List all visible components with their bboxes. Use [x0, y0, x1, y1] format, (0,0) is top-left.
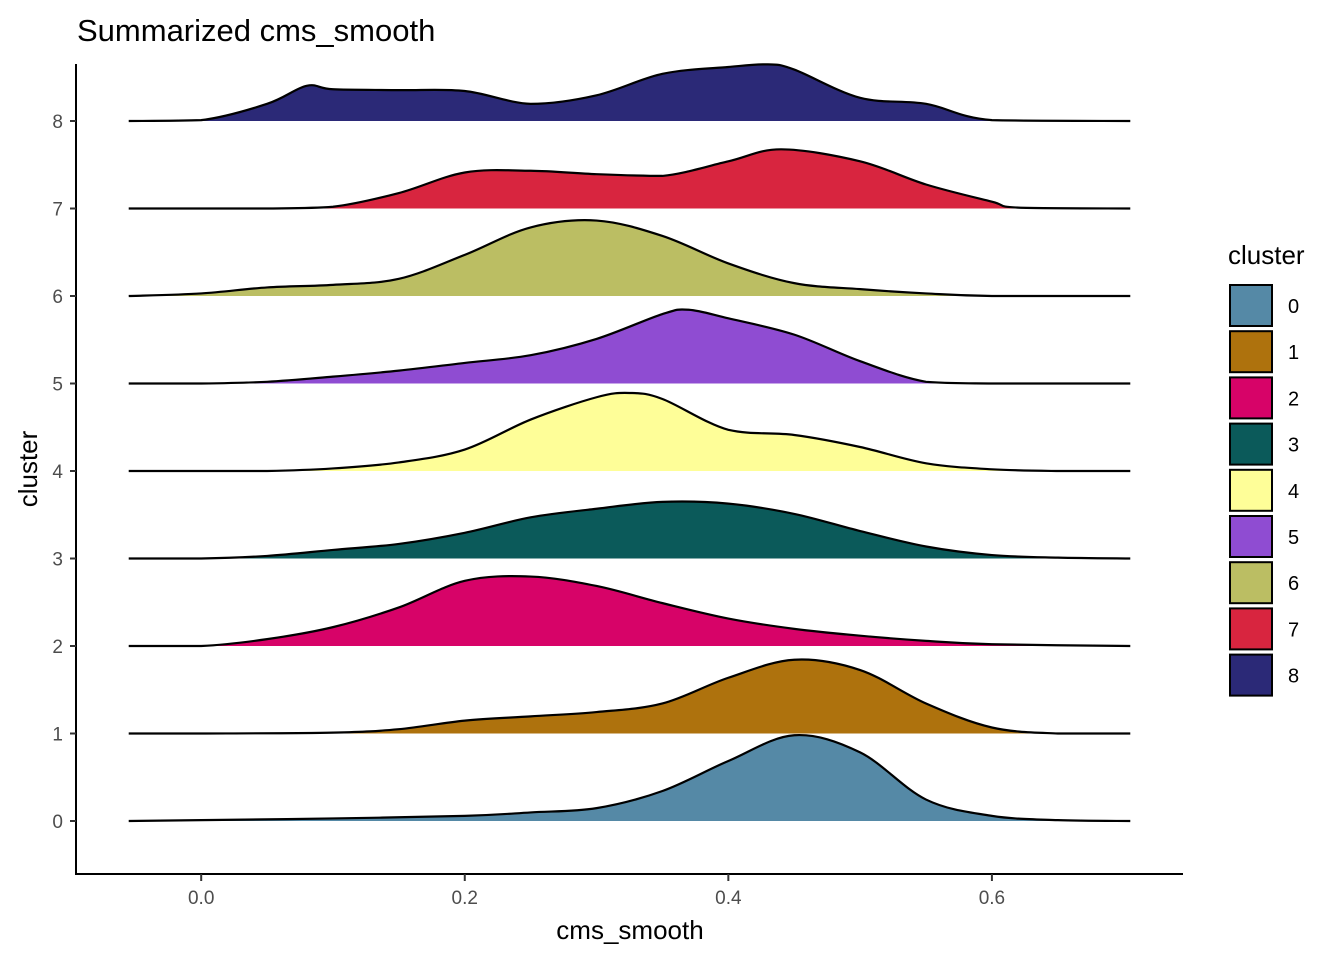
ridge-fill-8	[128, 64, 1131, 121]
ridge-cluster-3	[128, 500, 1131, 560]
y-tick-label-3: 3	[52, 550, 63, 571]
chart-title: Summarized cms_smooth	[77, 13, 435, 48]
ridge-cluster-7	[128, 148, 1131, 210]
legend-label-3: 3	[1288, 435, 1299, 457]
ridge-fill-7	[128, 149, 1131, 209]
y-tick-label-4: 4	[52, 462, 63, 483]
legend-item-1: 1	[1229, 330, 1299, 374]
legend-label-1: 1	[1288, 342, 1299, 364]
legend-key-2	[1229, 376, 1273, 420]
legend-item-5: 5	[1229, 515, 1299, 558]
ridge-fill-2	[128, 576, 1131, 646]
legend-label-7: 7	[1288, 619, 1299, 641]
legend-key-0	[1229, 284, 1273, 327]
x-tick-label-0.0: 0.0	[188, 888, 214, 909]
y-tick-label-6: 6	[52, 287, 63, 308]
legend-key-1	[1229, 330, 1273, 374]
legend-key-4	[1229, 468, 1273, 512]
legend-key-6	[1229, 561, 1273, 605]
legend-item-0: 0	[1229, 284, 1299, 327]
ridge-outline-4	[128, 391, 1131, 473]
legend-items: 0 1 2 3 4 5 6 7 8	[1229, 284, 1299, 697]
y-axis-title: cluster	[13, 430, 43, 507]
legend-key-8	[1229, 653, 1273, 697]
ridges-layer	[128, 63, 1131, 823]
ridge-outline-5	[128, 308, 1131, 385]
ridge-cluster-6	[128, 219, 1131, 298]
legend: cluster 0 1 2 3 4 5 6 7 8	[1228, 240, 1305, 697]
x-axis-title: cms_smooth	[556, 915, 703, 945]
ridge-outline-7	[128, 148, 1131, 210]
ridge-fill-6	[128, 220, 1131, 296]
legend-label-5: 5	[1288, 527, 1299, 549]
ridge-outline-6	[128, 219, 1131, 298]
legend-item-6: 6	[1229, 561, 1299, 605]
legend-title: cluster	[1228, 240, 1305, 270]
legend-item-7: 7	[1229, 607, 1299, 651]
legend-key-3	[1229, 422, 1273, 466]
ridge-outline-1	[128, 658, 1131, 735]
y-tick-label-0: 0	[52, 812, 63, 833]
ridge-fill-4	[128, 392, 1131, 471]
legend-item-4: 4	[1229, 468, 1299, 512]
ridge-cluster-8	[128, 63, 1131, 123]
x-tick-label-0.4: 0.4	[715, 888, 742, 909]
ridge-cluster-2	[128, 575, 1131, 648]
ridge-fill-3	[128, 501, 1131, 559]
legend-key-7	[1229, 607, 1273, 651]
y-axis-ticks: 0 1 2 3 4 5 6 7 8	[52, 112, 76, 833]
legend-item-8: 8	[1229, 653, 1299, 697]
ridge-cluster-4	[128, 391, 1131, 473]
x-tick-label-0.2: 0.2	[452, 888, 478, 909]
legend-item-2: 2	[1229, 376, 1299, 420]
y-tick-label-2: 2	[52, 637, 63, 658]
y-tick-label-1: 1	[52, 725, 63, 746]
ridge-outline-8	[128, 63, 1131, 123]
legend-label-2: 2	[1288, 388, 1299, 410]
y-tick-label-8: 8	[52, 112, 63, 133]
legend-label-8: 8	[1288, 666, 1299, 688]
x-tick-label-0.6: 0.6	[979, 888, 1005, 909]
ridge-fill-1	[128, 659, 1131, 734]
ridge-cluster-1	[128, 658, 1131, 735]
x-axis-ticks: 0.0 0.2 0.4 0.6	[188, 874, 1005, 909]
legend-label-6: 6	[1288, 573, 1299, 595]
legend-label-4: 4	[1288, 481, 1299, 503]
legend-label-0: 0	[1288, 296, 1299, 318]
ridge-fill-0	[128, 735, 1131, 821]
y-tick-label-5: 5	[52, 375, 63, 396]
ridge-cluster-5	[128, 308, 1131, 385]
ridge-outline-0	[128, 734, 1131, 823]
legend-item-3: 3	[1229, 422, 1299, 466]
y-tick-label-7: 7	[52, 200, 63, 221]
ridge-outline-2	[128, 575, 1131, 648]
legend-key-5	[1229, 515, 1273, 558]
ridge-outline-3	[128, 500, 1131, 560]
ridge-cluster-0	[128, 734, 1131, 823]
ridge-fill-5	[128, 309, 1131, 384]
